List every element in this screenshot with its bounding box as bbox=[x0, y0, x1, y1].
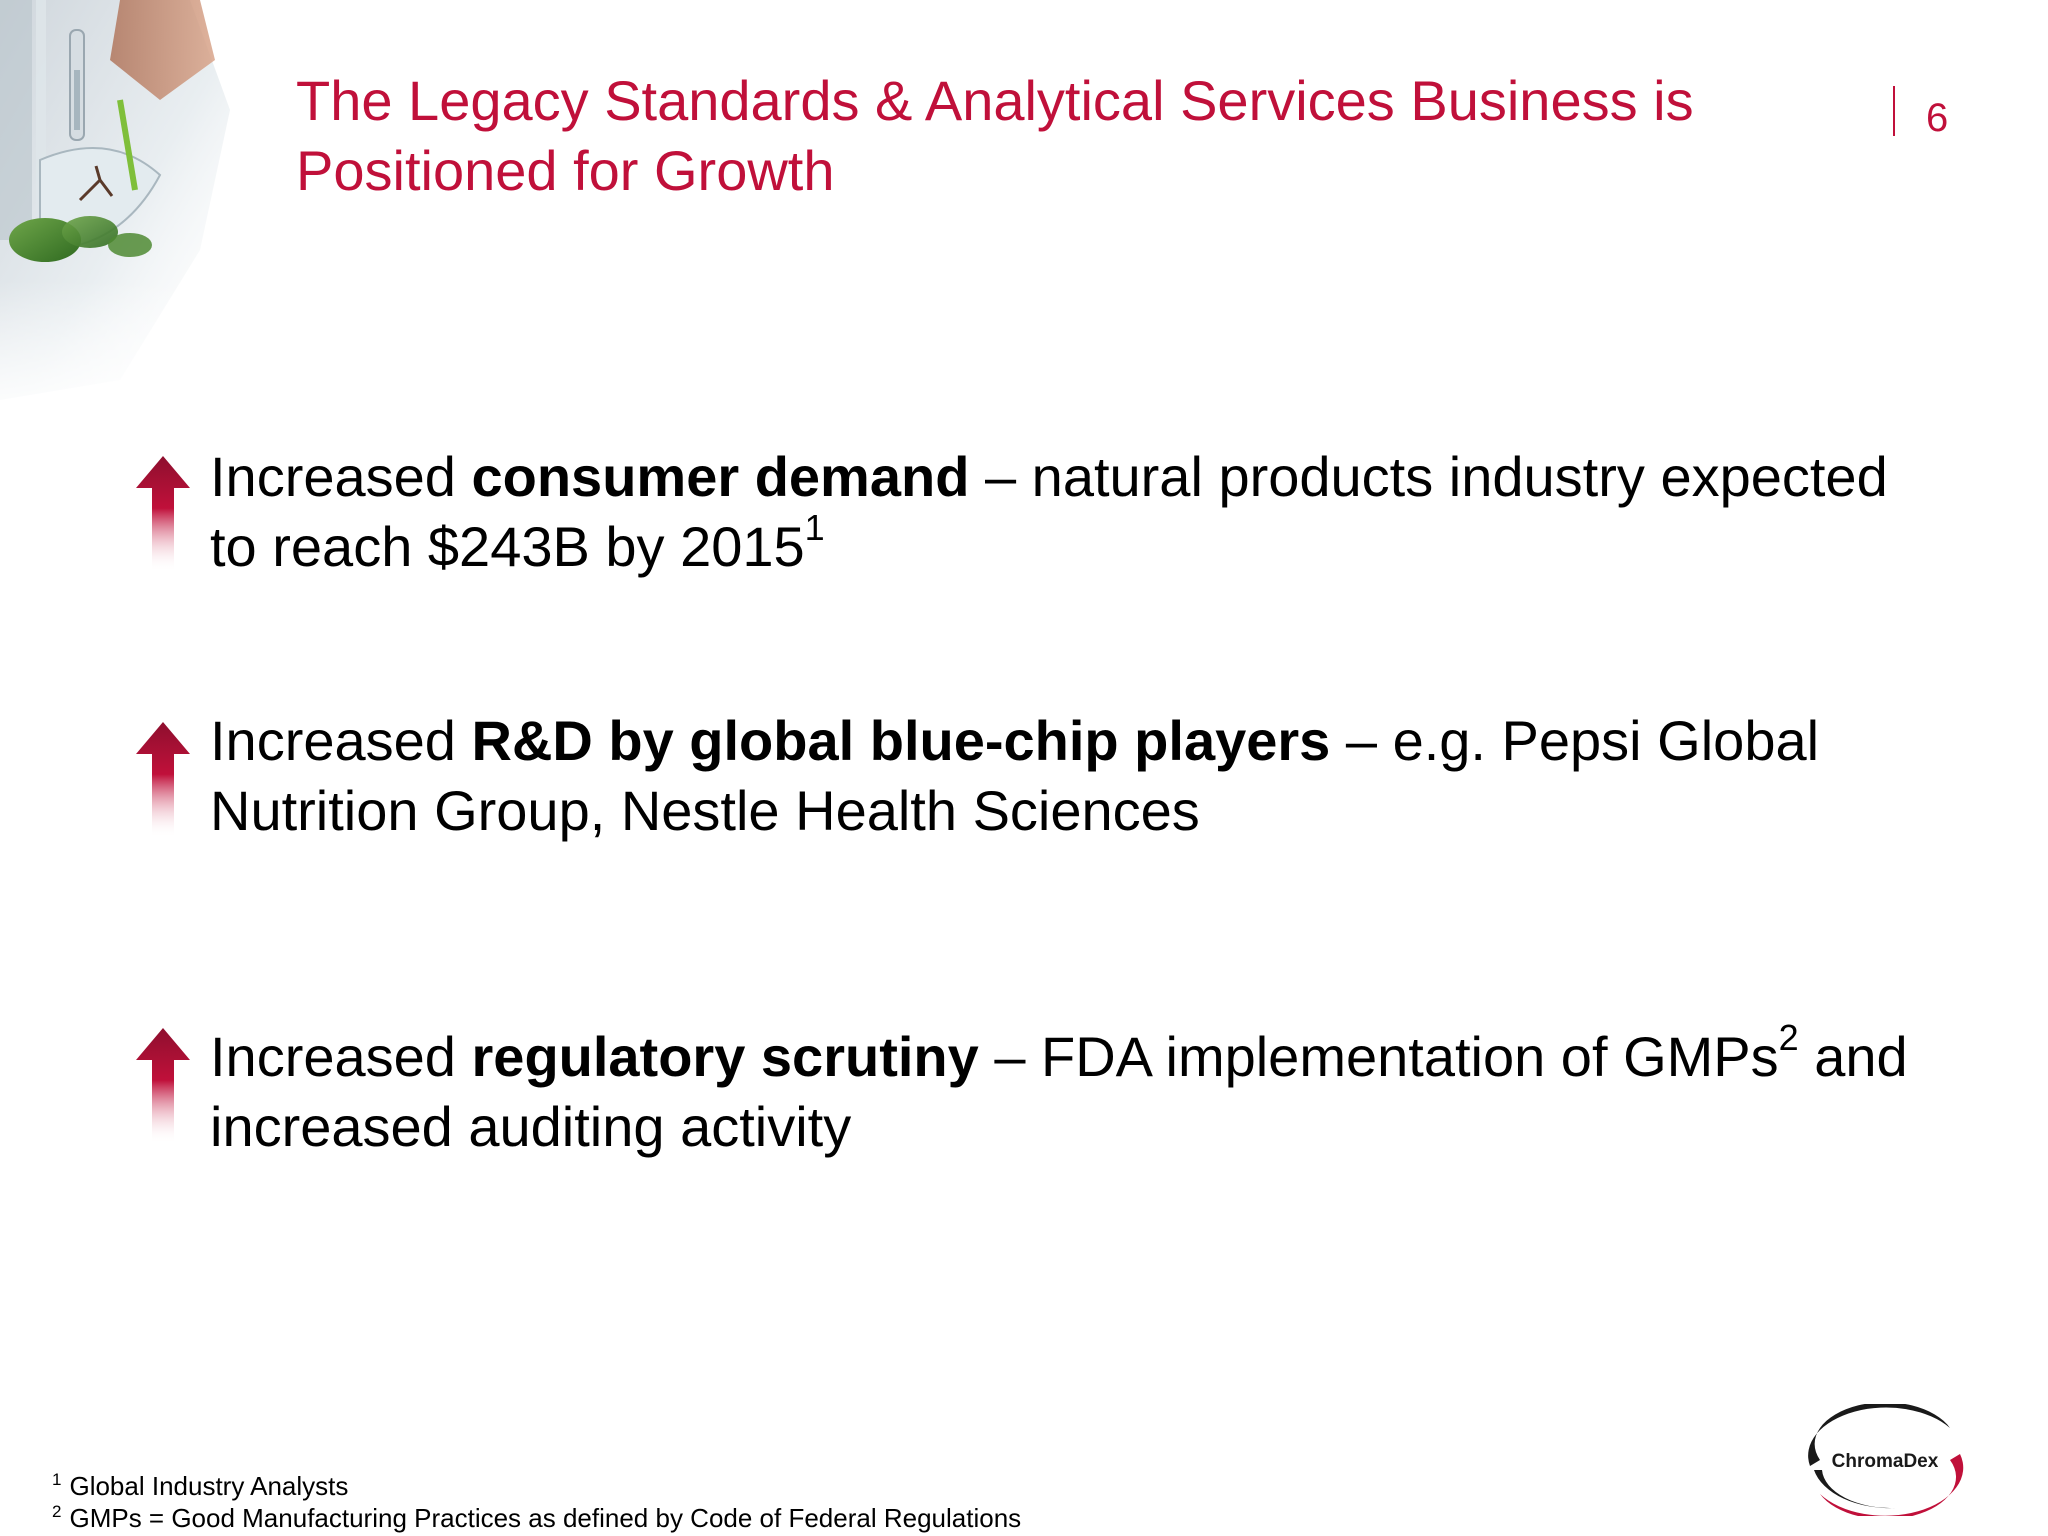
bullet-regulatory-scrutiny: Increased regulatory scrutiny – FDA impl… bbox=[210, 1017, 1990, 1162]
footnote-1: 1 Global Industry Analysts bbox=[52, 1470, 349, 1501]
title-line: The Legacy Standards & Analytical Servic… bbox=[296, 69, 1694, 132]
arrow-up-icon bbox=[136, 1028, 190, 1144]
footnote-2: 2 GMPs = Good Manufacturing Practices as … bbox=[52, 1502, 1022, 1533]
slide-title: The Legacy Standards & Analytical Servic… bbox=[296, 66, 1776, 206]
footnotes: 1 Global Industry Analysts 2 GMPs = Good M… bbox=[52, 1470, 1021, 1534]
bullet-line: Nutrition Group, Nestle Health Sciences bbox=[210, 779, 1200, 842]
bullet-line: Increased R&D by global blue-chip player… bbox=[210, 709, 1820, 772]
chromadex-logo: ChromaDex bbox=[1805, 1404, 1965, 1516]
arrow-up-icon bbox=[136, 722, 190, 838]
bullet-line: to reach $243B by 20151 bbox=[210, 507, 825, 578]
footnote-ref: 2 bbox=[1778, 1017, 1799, 1059]
bullet-consumer-demand: Increased consumer demand – natural prod… bbox=[210, 442, 1990, 582]
corner-lab-image bbox=[0, 0, 260, 420]
arrow-up-icon bbox=[136, 456, 190, 572]
page-number-separator bbox=[1893, 86, 1895, 136]
logo-text: ChromaDex bbox=[1832, 1451, 1939, 1472]
bullet-line: Increased consumer demand – natural prod… bbox=[210, 445, 1888, 508]
bullet-line: increased auditing activity bbox=[210, 1095, 852, 1158]
bullet-emphasis: R&D by global blue-chip players bbox=[471, 709, 1331, 772]
page-number: 6 bbox=[1926, 96, 1949, 140]
title-line: Positioned for Growth bbox=[296, 139, 835, 202]
footnote-ref: 1 bbox=[804, 507, 825, 549]
bullet-line: Increased regulatory scrutiny – FDA impl… bbox=[210, 1017, 1908, 1088]
bullet-emphasis: regulatory scrutiny bbox=[471, 1025, 979, 1088]
bullet-emphasis: consumer demand bbox=[471, 445, 970, 508]
bullet-rd-blue-chip: Increased R&D by global blue-chip player… bbox=[210, 706, 1990, 846]
